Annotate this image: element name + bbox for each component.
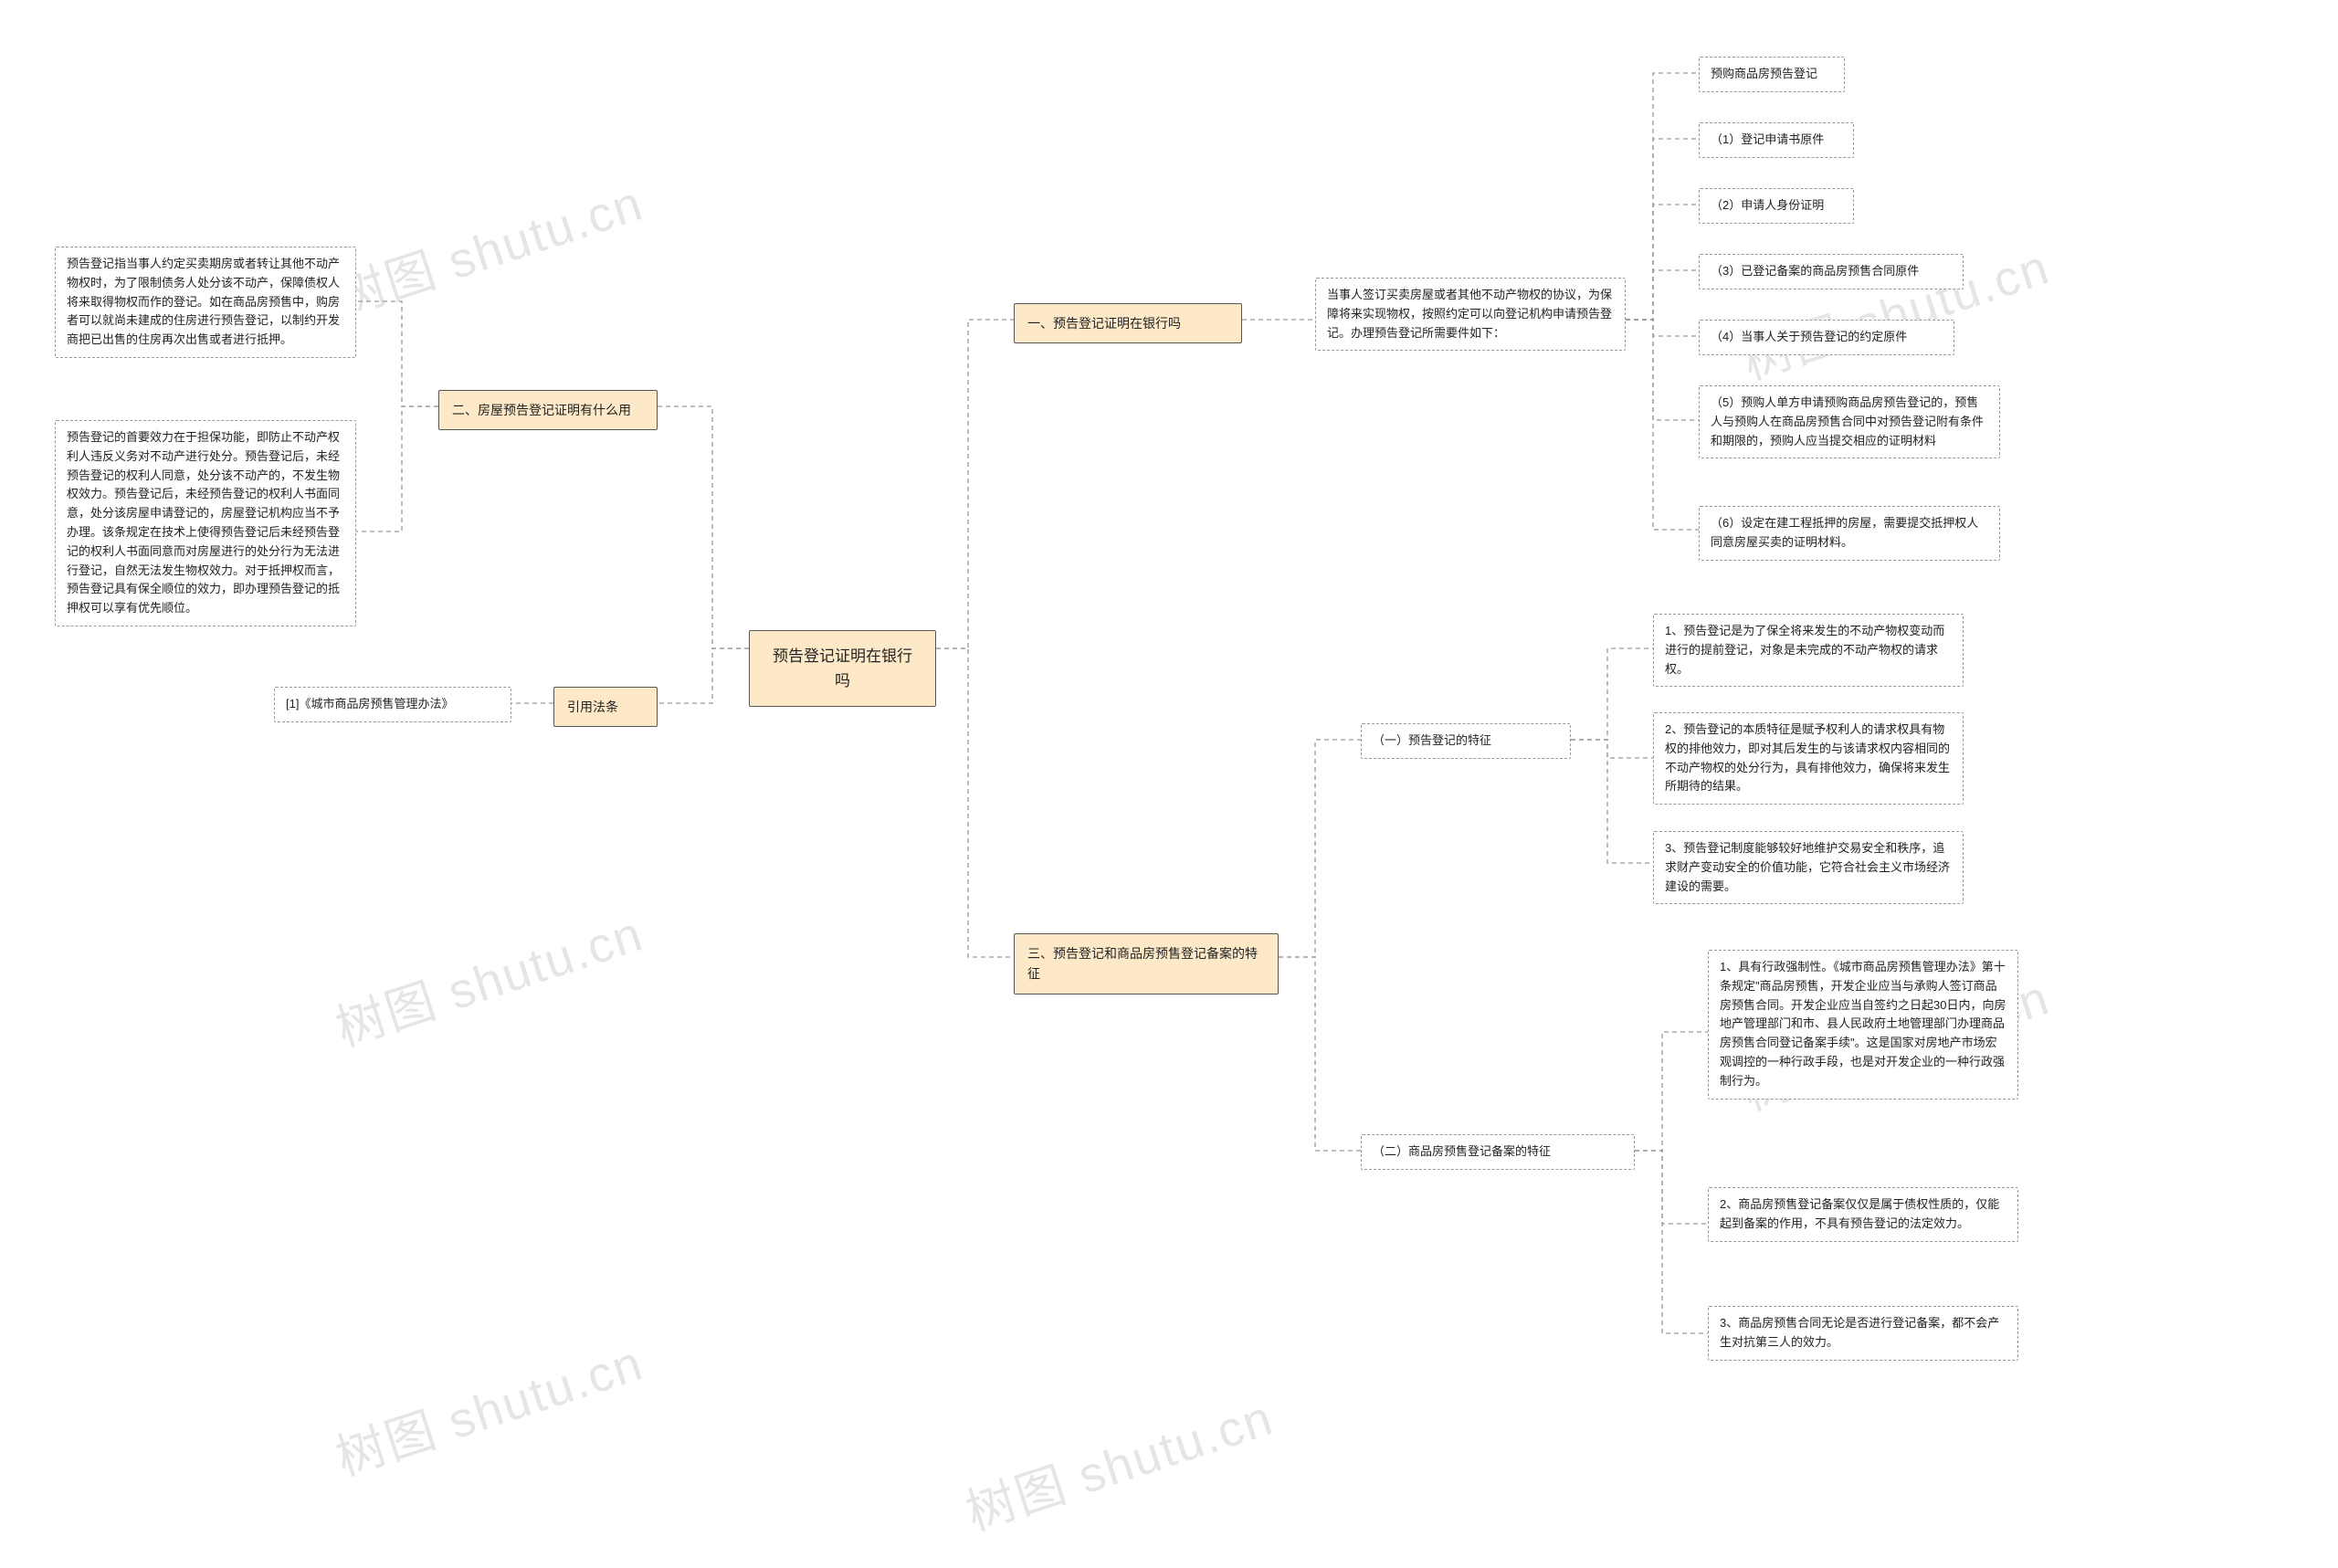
branch-1-item-2: （2）申请人身份证明 — [1699, 188, 1854, 224]
branch-3-g1-item-2: 2、预告登记的本质特征是赋予权利人的请求权具有物权的排他效力，即对其后发生的与该… — [1653, 712, 1964, 805]
branch-3-group-1: （一）预告登记的特征 — [1361, 723, 1571, 759]
watermark: 树图 shutu.cn — [325, 163, 650, 330]
watermark: 树图 shutu.cn — [325, 893, 650, 1060]
branch-1-item-4: （4）当事人关于预告登记的约定原件 — [1699, 320, 1954, 355]
watermark: 树图 shutu.cn — [1732, 226, 2057, 394]
branch-2-para-1: 预告登记指当事人约定买卖期房或者转让其他不动产物权时，为了限制债务人处分该不动产… — [55, 247, 356, 358]
branch-3-g2-item-3: 3、商品房预售合同无论是否进行登记备案，都不会产生对抗第三人的效力。 — [1708, 1306, 2018, 1361]
branch-3-g1-item-3: 3、预告登记制度能够较好地维护交易安全和秩序，追求财产变动安全的价值功能，它符合… — [1653, 831, 1964, 904]
branch-3-group-2: （二）商品房预售登记备案的特征 — [1361, 1134, 1635, 1170]
branch-2[interactable]: 二、房屋预告登记证明有什么用 — [438, 390, 658, 430]
branch-2-para-2: 预告登记的首要效力在于担保功能，即防止不动产权利人违反义务对不动产进行处分。预告… — [55, 420, 356, 626]
branch-3[interactable]: 三、预告登记和商品房预售登记备案的特征 — [1014, 933, 1279, 994]
branch-3-g1-item-1: 1、预告登记是为了保全将来发生的不动产物权变动而进行的提前登记，对象是未完成的不… — [1653, 614, 1964, 687]
branch-1-intro: 当事人签订买卖房屋或者其他不动产物权的协议，为保障将来实现物权，按照约定可以向登… — [1315, 278, 1626, 351]
branch-1-item-3: （3）已登记备案的商品房预售合同原件 — [1699, 254, 1964, 289]
branch-1-item-6: （6）设定在建工程抵押的房屋，需要提交抵押权人同意房屋买卖的证明材料。 — [1699, 506, 2000, 561]
branch-1-item-0: 预购商品房预告登记 — [1699, 57, 1845, 92]
watermark: 树图 shutu.cn — [955, 1377, 1280, 1544]
branch-4[interactable]: 引用法条 — [553, 687, 658, 727]
branch-1-item-5: （5）预购人单方申请预购商品房预告登记的，预售人与预购人在商品房预售合同中对预告… — [1699, 385, 2000, 458]
watermark: 树图 shutu.cn — [325, 1322, 650, 1489]
branch-3-g2-item-1: 1、具有行政强制性。《城市商品房预售管理办法》第十条规定"商品房预售，开发企业应… — [1708, 950, 2018, 1100]
branch-1[interactable]: 一、预告登记证明在银行吗 — [1014, 303, 1242, 343]
branch-3-g2-item-2: 2、商品房预售登记备案仅仅是属于债权性质的，仅能起到备案的作用，不具有预告登记的… — [1708, 1187, 2018, 1242]
branch-4-ref: [1]《城市商品房预售管理办法》 — [274, 687, 511, 722]
root-node[interactable]: 预告登记证明在银行吗 — [749, 630, 936, 707]
branch-1-item-1: （1）登记申请书原件 — [1699, 122, 1854, 158]
